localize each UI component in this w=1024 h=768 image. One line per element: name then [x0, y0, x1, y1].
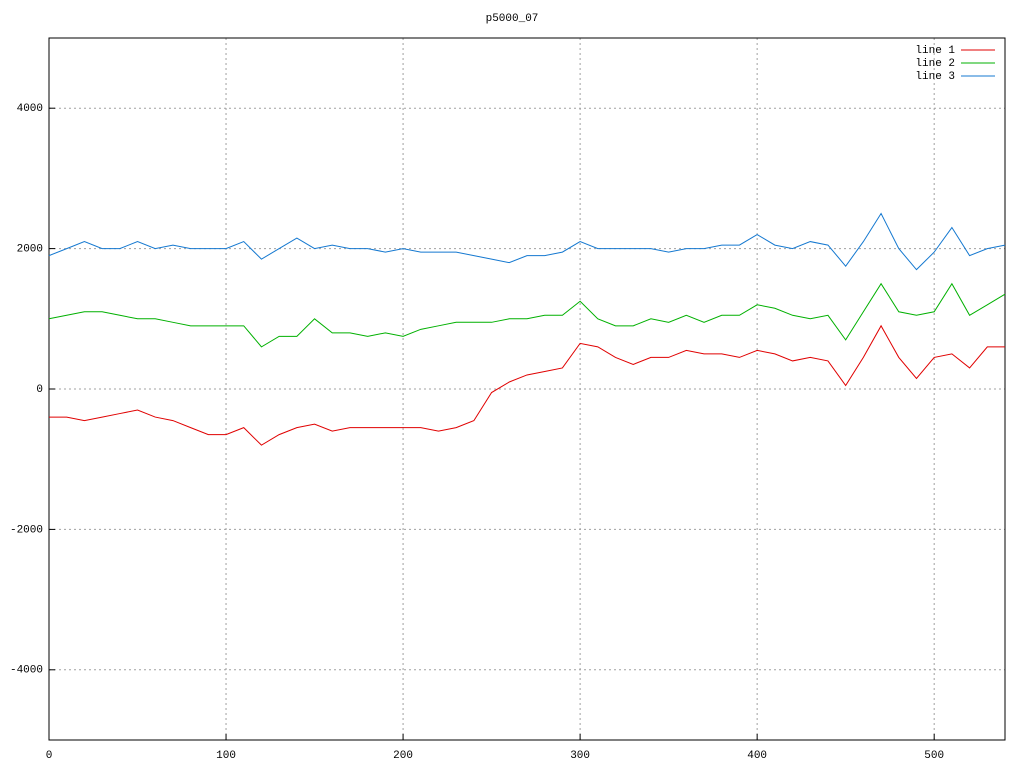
- chart-title: p5000_07: [486, 13, 539, 25]
- y-tick-label: -4000: [10, 665, 43, 677]
- x-tick-label: 300: [570, 750, 590, 762]
- legend-label: line 3: [915, 71, 955, 83]
- plot-frame: [48, 37, 1006, 741]
- series-line: [49, 324, 1005, 446]
- legend-label: line 1: [915, 45, 955, 57]
- y-tick-label: 2000: [17, 244, 43, 256]
- y-tick-label: -2000: [10, 524, 43, 536]
- y-tick-label: 0: [36, 384, 43, 396]
- x-tick-label: 100: [216, 750, 236, 762]
- x-tick-label: 400: [747, 750, 767, 762]
- y-tick-label: 4000: [17, 103, 43, 115]
- series-line: [48, 282, 1006, 348]
- x-tick-label: 200: [393, 750, 413, 762]
- x-tick-label: 500: [924, 750, 944, 762]
- series-line: [48, 212, 1006, 271]
- legend-label: line 2: [915, 58, 955, 70]
- x-tick-label: 0: [46, 750, 53, 762]
